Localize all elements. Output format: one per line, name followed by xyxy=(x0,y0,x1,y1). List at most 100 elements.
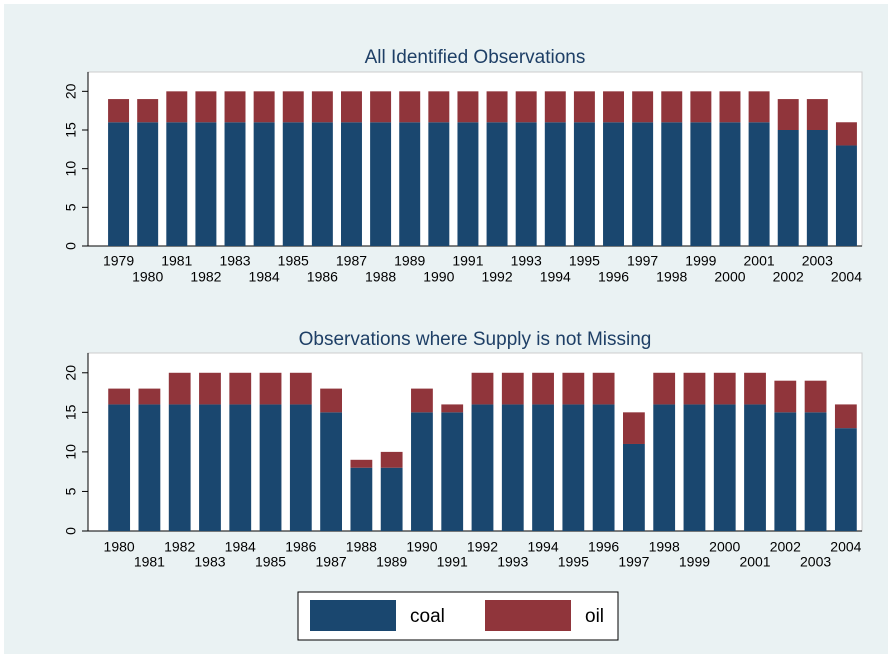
x-tick-label: 1985 xyxy=(255,554,286,570)
bar-segment xyxy=(777,130,799,246)
bar-segment xyxy=(683,372,706,405)
bar-segment xyxy=(748,91,770,123)
bar-segment xyxy=(562,372,585,405)
bar-segment xyxy=(774,412,797,531)
x-tick-label: 1992 xyxy=(481,269,512,285)
x-tick-label: 1986 xyxy=(307,269,338,285)
x-tick-label: 1999 xyxy=(685,253,716,269)
bar-segment xyxy=(399,91,421,123)
bar-segment xyxy=(370,91,392,123)
bar-segment xyxy=(532,404,554,531)
bar-segment xyxy=(311,91,333,123)
x-tick-label: 2004 xyxy=(831,269,862,285)
bar-segment xyxy=(282,91,304,123)
bar-segment xyxy=(806,130,828,246)
x-tick-label: 1997 xyxy=(618,554,649,570)
bar-segment xyxy=(690,122,712,246)
bar-segment xyxy=(719,91,741,123)
bar-segment xyxy=(224,122,246,246)
bar-segment xyxy=(744,404,766,531)
x-tick-label: 1983 xyxy=(219,253,250,269)
bar-segment xyxy=(486,91,508,123)
bar-segment xyxy=(350,467,373,531)
y-tick-label: 15 xyxy=(63,404,79,420)
bar-segment xyxy=(835,145,857,246)
bar-segment xyxy=(744,372,766,405)
bar-segment xyxy=(253,91,275,123)
bar-segment xyxy=(544,122,566,246)
bar-segment xyxy=(632,122,654,246)
x-tick-label: 1994 xyxy=(527,539,558,555)
x-tick-label: 1993 xyxy=(511,253,542,269)
bar-segment xyxy=(320,388,343,413)
bar-segment xyxy=(632,91,654,123)
bar-segment xyxy=(441,412,464,531)
bar-segment xyxy=(573,122,595,246)
bar-segment xyxy=(804,380,827,413)
y-tick-label: 20 xyxy=(63,83,79,99)
bar-segment xyxy=(719,122,741,246)
bar-segment xyxy=(622,412,645,444)
bar-segment xyxy=(690,91,712,123)
x-tick-label: 1990 xyxy=(406,539,437,555)
bar-segment xyxy=(311,122,333,246)
bar-segment xyxy=(457,91,479,123)
bar-segment xyxy=(320,412,343,531)
bar-segment xyxy=(544,91,566,123)
bar-segment xyxy=(108,404,131,531)
x-tick-label: 1979 xyxy=(103,253,134,269)
bar-segment xyxy=(411,412,433,531)
bar-segment xyxy=(777,99,799,130)
x-tick-label: 1980 xyxy=(132,269,163,285)
x-tick-label: 1993 xyxy=(497,554,528,570)
bar-segment xyxy=(282,122,304,246)
bar-segment xyxy=(108,122,130,246)
x-tick-label: 1995 xyxy=(569,253,600,269)
legend: coal oil xyxy=(297,591,619,641)
bar-segment xyxy=(224,91,246,123)
bar-segment xyxy=(380,467,403,531)
bar-segment xyxy=(661,122,683,246)
bar-segment xyxy=(199,404,221,531)
bar-segment xyxy=(562,404,585,531)
y-tick-label: 0 xyxy=(63,527,79,535)
bar-segment xyxy=(399,122,421,246)
bar-segment xyxy=(289,404,312,531)
y-tick-label: 0 xyxy=(63,242,79,250)
x-tick-label: 1986 xyxy=(285,539,316,555)
x-tick-label: 1992 xyxy=(467,539,498,555)
bar-segment xyxy=(713,404,736,531)
bar-segment xyxy=(804,412,827,531)
x-tick-label: 1996 xyxy=(598,269,629,285)
bar-segment xyxy=(229,372,252,405)
bar-segment xyxy=(515,122,537,246)
x-tick-label: 1991 xyxy=(452,253,483,269)
bar-segment xyxy=(515,91,537,123)
bar-segment xyxy=(653,372,676,405)
bar-segment xyxy=(748,122,770,246)
x-tick-label: 2004 xyxy=(830,539,861,555)
bar-segment xyxy=(259,404,282,531)
x-tick-label: 1989 xyxy=(394,253,425,269)
bar-segment xyxy=(370,122,392,246)
x-tick-label: 1987 xyxy=(336,253,367,269)
x-tick-label: 1981 xyxy=(161,253,192,269)
bar-segment xyxy=(441,404,464,413)
y-tick-label: 10 xyxy=(63,161,79,177)
x-tick-label: 1981 xyxy=(134,554,165,570)
bar-segment xyxy=(501,404,524,531)
x-tick-label: 2001 xyxy=(739,554,770,570)
bar-segment xyxy=(457,122,479,246)
x-tick-label: 1997 xyxy=(627,253,658,269)
bar-segment xyxy=(603,122,625,246)
legend-label: oil xyxy=(585,606,604,627)
bar-segment xyxy=(835,122,857,146)
bar-segment xyxy=(573,91,595,123)
bar-segment xyxy=(253,122,275,246)
bar-segment xyxy=(259,372,282,405)
bar-segment xyxy=(168,372,191,405)
bar-segment xyxy=(168,404,191,531)
bar-segment xyxy=(138,388,161,405)
bar-segment xyxy=(340,91,362,123)
x-tick-label: 1980 xyxy=(104,539,135,555)
